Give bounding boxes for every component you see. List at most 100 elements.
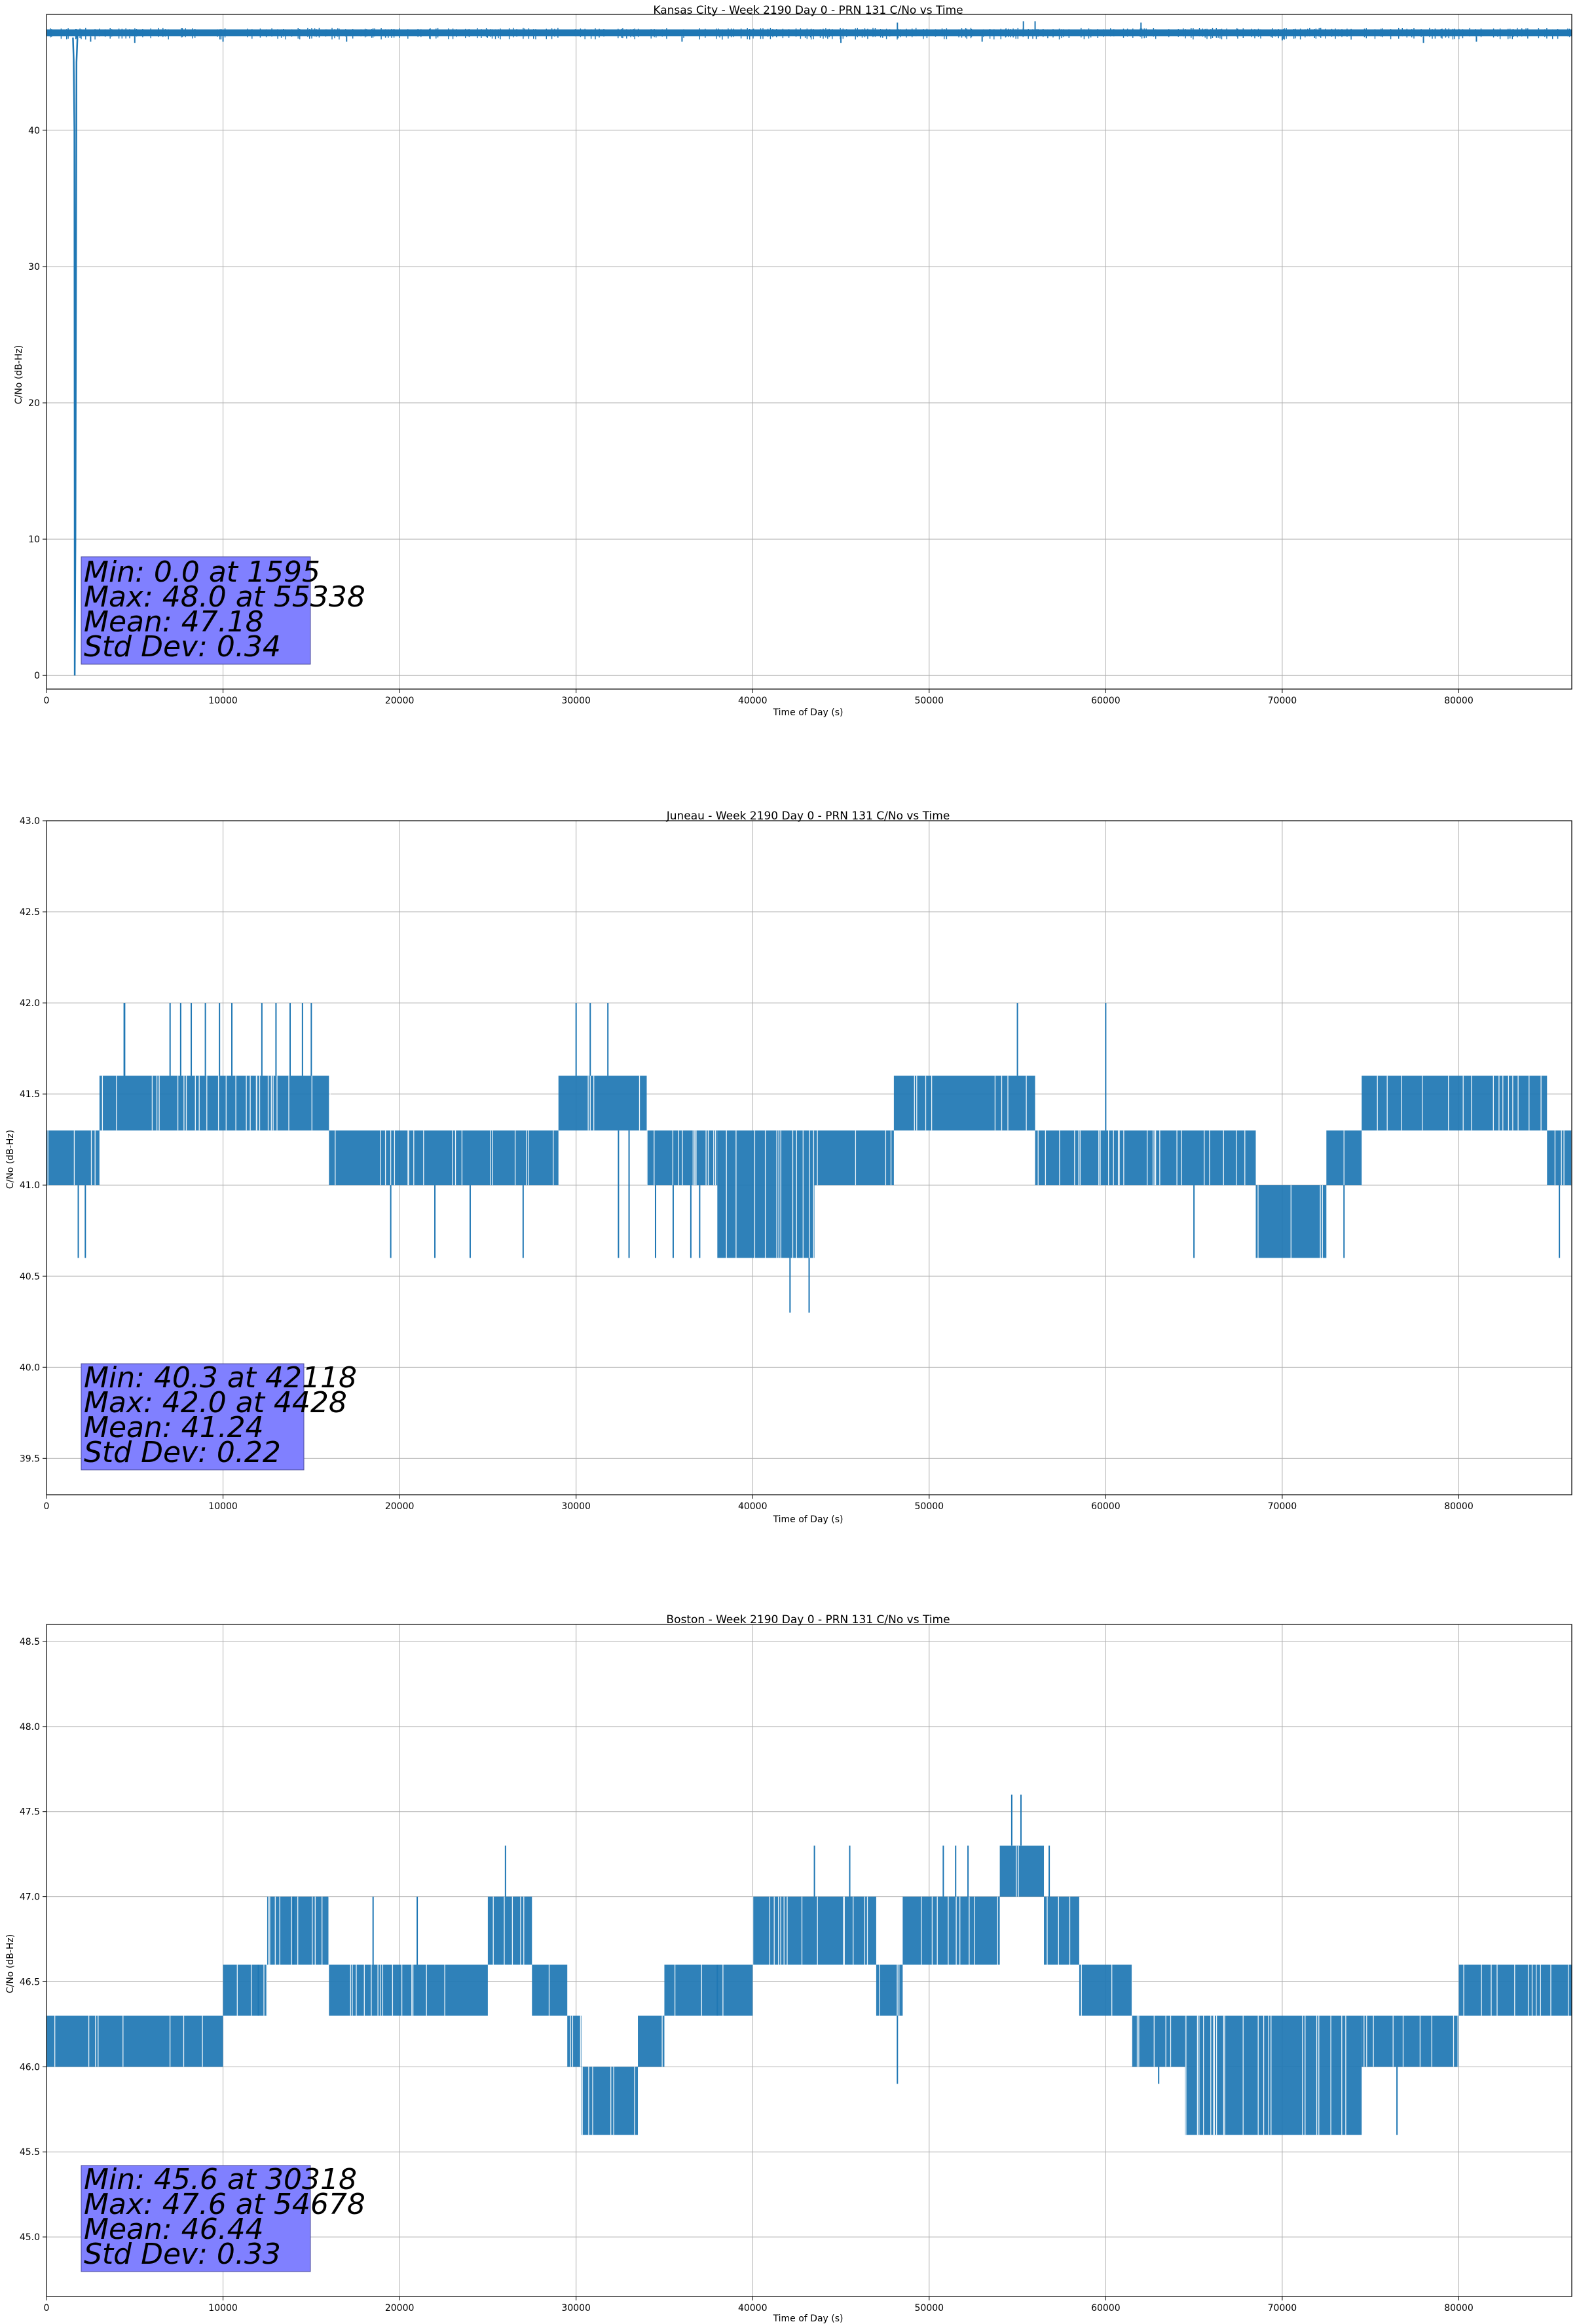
series-gaps [726, 1130, 814, 1258]
stats-box-background [81, 1363, 305, 1471]
y-tick-label: 42.0 [20, 998, 40, 1009]
series-segment [487, 1896, 532, 1965]
x-tick-label: 60000 [1091, 2303, 1121, 2314]
stat-max: Max: 48.0 at 55338 [84, 580, 365, 614]
series-noise [50, 28, 1570, 40]
y-tick-label: 45.0 [20, 2232, 40, 2243]
series-gaps [817, 1130, 892, 1186]
series-gaps [570, 2015, 582, 2067]
x-tick-label: 70000 [1268, 1501, 1297, 1512]
x-tick-label: 0 [44, 696, 50, 706]
series-segment [1079, 1964, 1132, 2016]
plot-frame [46, 1624, 1572, 2297]
plot-frame [46, 820, 1572, 1495]
x-tick-label: 30000 [561, 1501, 591, 1512]
y-tick-label: 40.0 [20, 1362, 40, 1373]
series-segment [567, 2015, 582, 2067]
y-tick-label: 47.0 [20, 1892, 40, 1903]
x-tick-label: 80000 [1444, 696, 1474, 706]
series-gaps [268, 1896, 329, 1965]
stat-std-dev: Std Dev: 0.33 [84, 2238, 281, 2271]
stats-box: Min: 0.0 at 1595 Max: 48.0 at 55338 Mean… [81, 555, 365, 665]
x-tick-label: 10000 [208, 1501, 238, 1512]
series-gaps [102, 1076, 331, 1131]
series-segment [1458, 1964, 1572, 2016]
series-gaps [1016, 1845, 1019, 1897]
chart-title: Juneau - Week 2190 Day 0 - PRN 131 C/No … [666, 810, 950, 823]
y-tick-label: 30 [28, 262, 40, 272]
stat-min: Min: 0.0 at 1595 [84, 555, 320, 589]
y-tick-label: 40 [28, 126, 40, 136]
y-axis-label: C/No (dB-Hz) [5, 1934, 16, 1993]
stat-max: Max: 47.6 at 54678 [84, 2188, 365, 2221]
y-tick-label: 48.5 [20, 1637, 40, 1647]
series-cno [46, 1794, 1572, 2135]
x-tick-label: 30000 [561, 2303, 591, 2314]
stats-box-background [81, 556, 311, 665]
acquisition-dip [72, 35, 79, 676]
y-tick-label: 46.0 [20, 2062, 40, 2072]
axis-ticks: 0 10000 20000 30000 40000 50000 60000 70000 8000… [20, 1637, 1474, 2314]
axis-ticks: 0 10000 20000 30000 40000 50000 60000 70000 8000… [28, 126, 1474, 706]
x-axis-label: Time of Day (s) [773, 2314, 844, 2324]
series-segment [752, 1896, 876, 1965]
stats-box: Min: 45.6 at 30318 Max: 47.6 at 54678 Me… [81, 2163, 365, 2272]
series-segment [329, 1964, 488, 2016]
x-tick-label: 20000 [385, 2303, 415, 2314]
series-segment [581, 2067, 639, 2135]
chart-title: Boston - Week 2190 Day 0 - PRN 131 C/No … [666, 1613, 950, 1626]
y-tick-label: 43.0 [20, 816, 40, 827]
series-gaps [752, 1896, 868, 1965]
x-tick-label: 60000 [1091, 696, 1121, 706]
series-segment [638, 2015, 665, 2067]
stat-mean: Mean: 46.44 [84, 2213, 264, 2246]
stat-std-dev: Std Dev: 0.22 [84, 1436, 281, 1469]
y-tick-label: 48.0 [20, 1722, 40, 1733]
series-segment [1044, 1896, 1079, 1965]
x-tick-label: 60000 [1091, 1501, 1121, 1512]
y-tick-label: 45.5 [20, 2147, 40, 2158]
y-tick-label: 42.5 [20, 907, 40, 918]
y-tick-label: 41.0 [20, 1180, 40, 1191]
series-cno [46, 21, 1572, 676]
series-gaps [1185, 2015, 1346, 2135]
x-tick-label: 80000 [1444, 1501, 1474, 1512]
series-gaps [879, 1964, 900, 2016]
series-segment [46, 2015, 223, 2067]
series-gaps [921, 1896, 998, 1965]
stat-min: Min: 40.3 at 42118 [84, 1361, 357, 1395]
series-gaps [582, 2067, 635, 2135]
series-gaps [350, 1964, 445, 2016]
chart-kansas-city: Kansas City - Week 2190 Day 0 - PRN 131 … [14, 4, 1572, 718]
series-gaps [492, 1896, 525, 1965]
stats-box: Min: 40.3 at 42118 Max: 42.0 at 4428 Mea… [81, 1361, 357, 1471]
series-gaps [1047, 1896, 1071, 1965]
stat-mean: Mean: 41.24 [84, 1411, 264, 1444]
series-gaps [1377, 1076, 1542, 1131]
x-tick-label: 50000 [915, 1501, 944, 1512]
x-tick-label: 0 [44, 2303, 50, 2314]
x-axis-label: Time of Day (s) [773, 707, 844, 718]
chart-title: Kansas City - Week 2190 Day 0 - PRN 131 … [653, 4, 963, 17]
series-segment [532, 1964, 568, 2016]
series-gaps [1257, 1185, 1323, 1258]
x-tick-label: 70000 [1268, 2303, 1297, 2314]
series-gaps [587, 1076, 640, 1131]
stat-std-dev: Std Dev: 0.34 [84, 630, 281, 664]
x-tick-label: 70000 [1268, 696, 1297, 706]
series-segment [1185, 2015, 1362, 2135]
series-gaps [914, 1076, 1027, 1131]
y-tick-label: 10 [28, 534, 40, 545]
series-segment [876, 1964, 903, 2016]
series-gaps [47, 1130, 96, 1186]
series-segment [558, 1076, 647, 1131]
series-gaps [674, 1964, 724, 2016]
series-segment [664, 1964, 753, 2016]
series-gaps [335, 1130, 554, 1186]
series-segment [1547, 1130, 1572, 1186]
series-segment [99, 1076, 329, 1131]
stat-min: Min: 45.6 at 30318 [84, 2163, 357, 2196]
x-tick-label: 20000 [385, 1501, 415, 1512]
x-tick-label: 10000 [208, 696, 238, 706]
